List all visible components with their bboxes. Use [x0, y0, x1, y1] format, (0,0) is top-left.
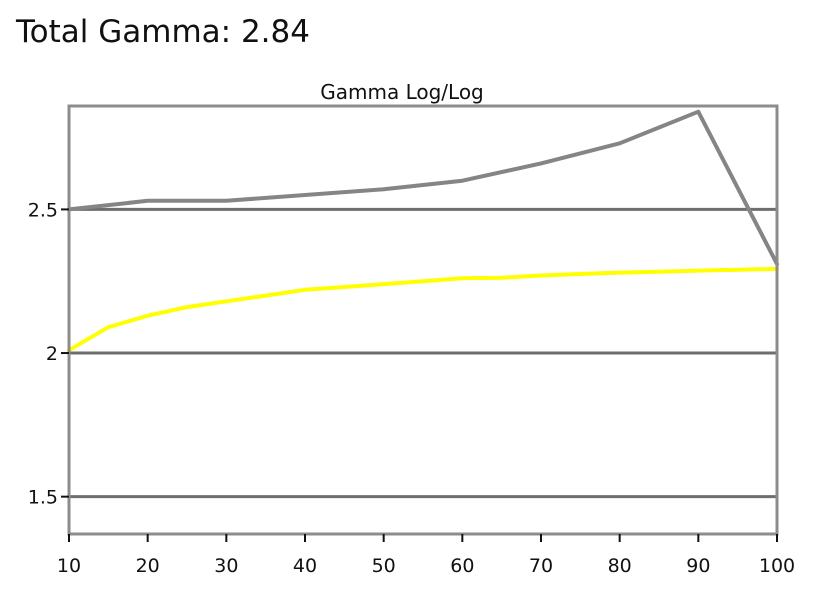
axes: 1.5 2 2.5 10 20 30 40 50 60 70 80 90 100: [28, 199, 795, 577]
y-tick-label: 1.5: [28, 487, 58, 509]
x-tick-label: 50: [372, 555, 396, 577]
x-tick-label: 30: [214, 555, 238, 577]
x-tick-label: 80: [608, 555, 632, 577]
chart-title: Gamma Log/Log: [320, 80, 484, 104]
y-tick-label: 2: [46, 343, 58, 365]
series-lines: [67, 109, 779, 353]
gamma-measured-line: [67, 109, 779, 266]
x-tick-label: 60: [450, 555, 474, 577]
total-gamma-title: Total Gamma: 2.84: [16, 14, 310, 50]
y-tick-label: 2.5: [28, 199, 58, 221]
x-tick-label: 90: [686, 555, 710, 577]
x-tick-label: 20: [136, 555, 160, 577]
x-tick-label: 100: [759, 555, 795, 577]
plot-frame: [67, 104, 779, 536]
gridlines: [69, 207, 777, 499]
gamma-target-line: [67, 266, 779, 353]
x-tick-label: 10: [57, 555, 81, 577]
x-tick-label: 40: [293, 555, 317, 577]
x-tick-label: 70: [529, 555, 553, 577]
